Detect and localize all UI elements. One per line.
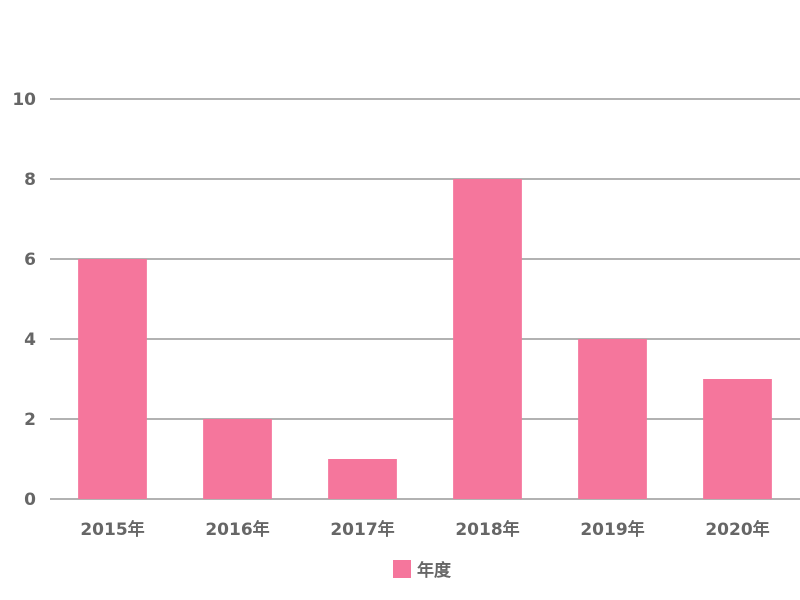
y-tick-label: 10 [12, 90, 36, 110]
y-tick-label: 4 [24, 330, 36, 350]
y-tick-label: 2 [24, 410, 36, 430]
x-tick-label: 2015年 [80, 519, 144, 540]
x-tick-label: 2019年 [580, 519, 644, 540]
bar-2015年 [78, 259, 147, 499]
y-axis-ticks: 0 2 4 6 8 10 [12, 90, 36, 510]
x-tick-label: 2020年 [705, 519, 769, 540]
x-axis-ticks: 2015年 2016年 2017年 2018年 2019年 2020年 [80, 519, 769, 540]
y-tick-label: 0 [24, 490, 36, 510]
legend-swatch [393, 560, 411, 578]
legend: 年度 [393, 560, 452, 581]
bar-2016年 [203, 419, 272, 499]
legend-label: 年度 [417, 560, 452, 581]
y-tick-label: 6 [24, 250, 36, 270]
bar-2019年 [578, 339, 647, 499]
y-tick-label: 8 [24, 170, 36, 190]
bars [78, 179, 772, 499]
x-tick-label: 2018年 [455, 519, 519, 540]
x-tick-label: 2017年 [330, 519, 394, 540]
bar-2017年 [328, 459, 397, 499]
bar-2020年 [703, 379, 772, 499]
grid-lines [50, 98, 800, 500]
bar-2018年 [453, 179, 522, 499]
x-tick-label: 2016年 [205, 519, 269, 540]
